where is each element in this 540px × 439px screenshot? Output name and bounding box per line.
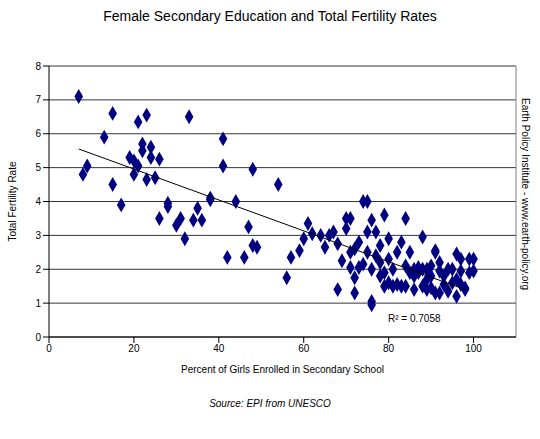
svg-text:0: 0 [35, 332, 41, 343]
svg-text:40: 40 [213, 343, 225, 354]
svg-text:7: 7 [35, 94, 41, 105]
svg-text:Total Fertility Rate: Total Fertility Rate [8, 161, 18, 241]
svg-text:4: 4 [35, 196, 41, 207]
svg-text:2: 2 [35, 264, 41, 275]
html-text:Female Secondary Education and: Female Secondary Education and Total Fer… [103, 8, 437, 24]
svg-text:1: 1 [35, 298, 41, 309]
svg-text:Percent of Girls Enrolled in S: Percent of Girls Enrolled in Secondary S… [181, 364, 384, 375]
html-text:R² = 0.7058: R² = 0.7058 [388, 313, 441, 324]
svg-text:20: 20 [128, 343, 140, 354]
svg-text:8: 8 [35, 61, 41, 72]
html-text:Earth Policy Institute - www.e: Earth Policy Institute - www.earth-polic… [520, 98, 531, 291]
svg-text:100: 100 [465, 343, 482, 354]
svg-text:80: 80 [383, 343, 395, 354]
svg-text:6: 6 [35, 128, 41, 139]
svg-text:0: 0 [46, 343, 52, 354]
svg-text:5: 5 [35, 162, 41, 173]
svg-text:60: 60 [298, 343, 310, 354]
html-text:Source: EPI from UNESCO: Source: EPI from UNESCO [209, 398, 331, 409]
svg-text:3: 3 [35, 230, 41, 241]
